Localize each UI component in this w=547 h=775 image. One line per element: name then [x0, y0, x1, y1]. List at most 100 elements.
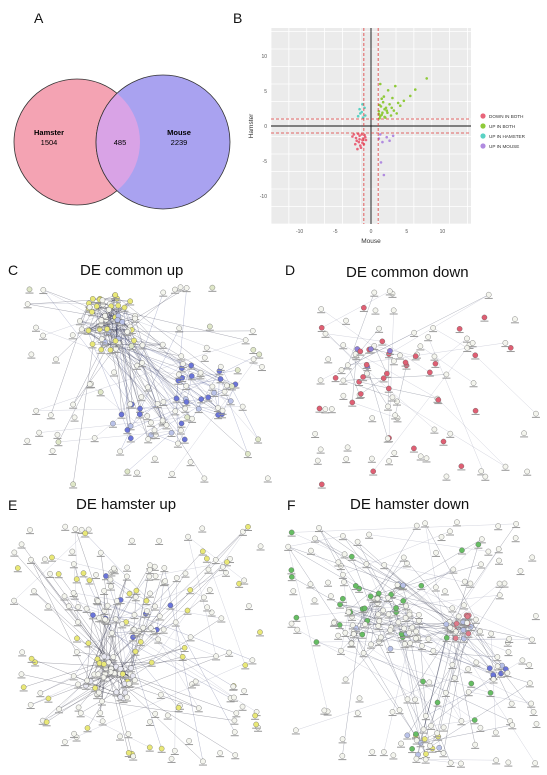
protein-node	[147, 567, 153, 573]
protein-label-glyph	[347, 646, 356, 648]
protein-node	[468, 680, 475, 687]
protein-node	[413, 737, 420, 744]
protein-label-glyph	[289, 594, 298, 596]
data-point	[360, 110, 364, 114]
protein-label-glyph	[88, 618, 97, 620]
legend-swatch	[480, 133, 486, 139]
protein-label-glyph	[84, 646, 93, 648]
protein-node	[70, 401, 76, 408]
protein-node	[70, 481, 76, 488]
network-de-hamster-up	[10, 523, 265, 766]
protein-node	[231, 694, 237, 701]
protein-node	[369, 455, 375, 462]
protein-label-glyph	[495, 598, 504, 600]
protein-label-glyph	[339, 383, 348, 385]
protein-label-glyph	[17, 677, 26, 679]
protein-node	[418, 582, 425, 589]
protein-node	[242, 337, 249, 343]
protein-label-glyph	[425, 375, 434, 377]
protein-node	[495, 546, 502, 552]
protein-node	[152, 710, 158, 717]
network-edge	[351, 556, 427, 755]
protein-label-glyph	[70, 736, 79, 738]
protein-label-glyph	[463, 626, 472, 628]
protein-label-glyph	[411, 702, 420, 704]
protein-label-glyph	[414, 623, 423, 625]
data-point	[388, 139, 391, 142]
protein-label-glyph	[181, 411, 190, 413]
protein-label-glyph	[389, 313, 398, 315]
network-edge	[291, 576, 379, 627]
protein-label-glyph	[428, 751, 437, 753]
protein-label-glyph	[146, 596, 155, 598]
protein-label-glyph	[410, 335, 419, 337]
protein-label-glyph	[233, 373, 242, 375]
protein-node	[205, 566, 212, 573]
protein-node	[112, 292, 119, 298]
protein-label-glyph	[75, 324, 84, 326]
protein-node	[134, 362, 140, 369]
network-edge	[110, 294, 116, 350]
protein-node	[362, 621, 368, 628]
protein-node	[521, 430, 527, 436]
protein-label-glyph	[123, 570, 132, 572]
protein-node	[421, 736, 428, 742]
protein-label-glyph	[159, 295, 168, 297]
protein-label-glyph	[150, 433, 159, 435]
protein-label-glyph	[484, 297, 493, 299]
protein-label-glyph	[176, 290, 185, 292]
protein-node	[512, 316, 518, 322]
protein-label-glyph	[368, 754, 377, 756]
protein-node	[371, 289, 378, 296]
protein-label-glyph	[104, 665, 113, 667]
protein-label-glyph	[174, 383, 183, 385]
protein-label-glyph	[412, 528, 421, 530]
network-edge	[351, 616, 532, 704]
protein-node	[349, 553, 355, 560]
protein-label-glyph	[147, 438, 156, 440]
protein-node	[114, 317, 121, 323]
protein-label-glyph	[376, 640, 385, 642]
network-edge	[342, 535, 406, 618]
protein-label-glyph	[442, 377, 451, 379]
protein-node	[75, 619, 81, 625]
protein-node	[380, 607, 386, 614]
protein-node	[70, 673, 77, 679]
protein-label-glyph	[188, 421, 197, 423]
protein-node	[147, 718, 153, 725]
protein-node	[436, 744, 442, 751]
protein-label-glyph	[77, 332, 86, 334]
protein-label-glyph	[342, 462, 351, 464]
protein-label-glyph	[476, 730, 485, 732]
protein-label-glyph	[229, 689, 238, 691]
protein-node	[45, 603, 52, 610]
protein-label-glyph	[317, 330, 326, 332]
network-edge	[351, 556, 471, 584]
protein-node	[389, 394, 396, 401]
protein-label-glyph	[449, 572, 458, 574]
protein-label-glyph	[414, 640, 423, 642]
protein-label-glyph	[151, 579, 160, 581]
x-tick-label: -5	[333, 229, 338, 235]
protein-node	[131, 612, 138, 618]
protein-node	[107, 347, 114, 353]
network-edge	[115, 344, 163, 349]
protein-label-glyph	[472, 665, 481, 667]
protein-node	[526, 662, 532, 668]
protein-label-glyph	[429, 653, 438, 655]
protein-node	[124, 329, 131, 335]
protein-label-glyph	[439, 444, 448, 446]
protein-node	[159, 417, 166, 424]
protein-node	[40, 332, 46, 339]
data-point	[351, 135, 354, 138]
protein-label-glyph	[445, 534, 454, 536]
protein-label-glyph	[26, 562, 35, 564]
protein-label-glyph	[336, 569, 345, 571]
protein-node	[144, 413, 151, 419]
data-point	[388, 103, 391, 106]
protein-node	[100, 674, 107, 681]
protein-label-glyph	[241, 668, 250, 670]
protein-label-glyph	[379, 755, 388, 757]
network-nodes	[23, 284, 272, 489]
protein-label-glyph	[109, 571, 118, 573]
